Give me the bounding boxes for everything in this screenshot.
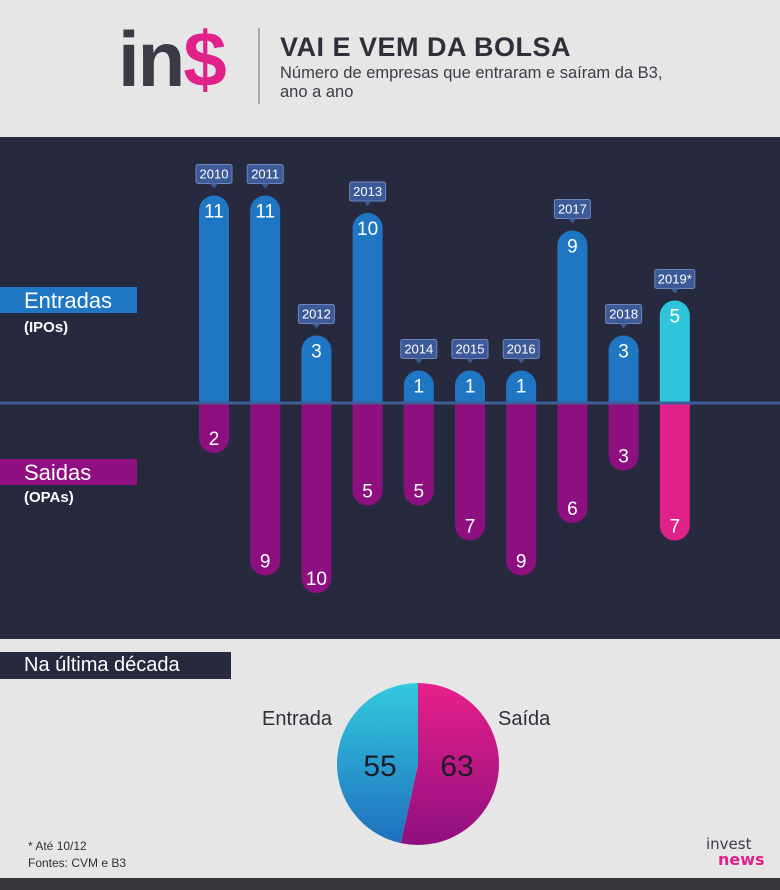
- year-tag-pointer-2018: [619, 323, 628, 329]
- bar-saidas-2016: [506, 403, 537, 576]
- footnote: * Até 10/12 Fontes: CVM e B3: [28, 838, 126, 872]
- year-tag-pointer-2013: [363, 201, 372, 206]
- header-divider: [258, 28, 260, 104]
- bar-entradas-2015: [455, 370, 485, 403]
- year-label-2017: 2017: [558, 202, 587, 217]
- bar-entradas-2017: [557, 230, 588, 403]
- pie-slice-entrada: [336, 683, 418, 844]
- bar-saidas-2019*: [659, 403, 690, 541]
- header: in$ VAI E VEM DA BOLSA Número de empresa…: [0, 0, 780, 137]
- bar-chart: 11 2 2010 11 9 2011 3 10 2012 10 5 2013 1 5 2014 1 7 2015…: [0, 164, 780, 593]
- decade-title: Na última década: [24, 654, 180, 676]
- bar-saidas-2015: [455, 403, 485, 541]
- brand-part-b: news: [718, 850, 765, 869]
- value-label-saidas-2019*: 7: [670, 517, 681, 538]
- entradas-sublabel: (IPOs): [24, 319, 69, 336]
- value-label-saidas-2012: 10: [306, 569, 327, 590]
- bar-entradas-2013: [352, 213, 383, 403]
- value-label-saidas-2018: 3: [618, 447, 629, 468]
- bar-saidas-2017: [557, 403, 588, 523]
- bar-saidas-2014: [403, 403, 434, 506]
- value-label-saidas-2015: 7: [465, 517, 476, 538]
- bar-chart-panel: 11 2 2010 11 9 2011 3 10 2012 10 5 2013 1 5 2014 1 7 2015…: [0, 137, 780, 639]
- value-label-saidas-2010: 2: [209, 429, 220, 450]
- year-label-2015: 2015: [456, 342, 485, 357]
- pie-label-saida: Saída: [498, 708, 551, 730]
- footnote-sources: Fontes: CVM e B3: [28, 856, 127, 870]
- value-label-entradas-2018: 3: [618, 342, 629, 363]
- pie-value-saida: 63: [440, 750, 473, 783]
- chart-title: VAI E VEM DA BOLSA: [280, 32, 572, 62]
- brand-part-a: invest: [706, 835, 752, 853]
- year-tag-pointer-2014: [414, 358, 423, 364]
- year-tag-pointer-2010: [210, 183, 218, 189]
- bar-entradas-2019*: [659, 300, 690, 403]
- value-label-entradas-2019*: 5: [670, 307, 681, 328]
- bar-entradas-2016: [506, 370, 537, 403]
- value-label-saidas-2017: 6: [567, 499, 578, 520]
- value-label-saidas-2014: 5: [414, 482, 425, 503]
- year-label-2013: 2013: [353, 184, 382, 199]
- bar-entradas-2012: [301, 335, 332, 403]
- year-label-2019*: 2019*: [658, 272, 692, 287]
- investnews-logo: invest news: [706, 836, 765, 868]
- year-tag-pointer-2012: [312, 323, 321, 329]
- pie-chart: 55 63: [336, 683, 499, 845]
- value-label-saidas-2016: 9: [516, 552, 527, 573]
- value-label-entradas-2010: 11: [204, 202, 224, 223]
- chart-subtitle: Número de empresas que entraram e saíram…: [280, 64, 663, 101]
- year-label-2012: 2012: [302, 307, 331, 322]
- value-label-saidas-2013: 5: [362, 482, 373, 503]
- year-label-2011: 2011: [251, 167, 279, 182]
- bar-saidas-2012: [301, 403, 332, 593]
- bar-saidas-2010: [199, 403, 229, 453]
- bottom-bar: [0, 878, 780, 890]
- value-label-entradas-2011: 11: [255, 202, 275, 223]
- value-label-entradas-2014: 1: [414, 377, 425, 398]
- value-label-entradas-2015: 1: [465, 377, 476, 398]
- saidas-label: Saidas: [0, 459, 137, 485]
- logo-part-b: $: [183, 15, 226, 103]
- saidas-label-text: Saidas: [24, 460, 92, 485]
- value-label-entradas-2017: 9: [567, 237, 578, 258]
- bar-entradas-2018: [608, 335, 639, 403]
- year-tag-pointer-2015: [466, 358, 474, 364]
- entradas-label-text: Entradas: [24, 288, 113, 313]
- pie-slice-saida: [400, 683, 499, 845]
- bar-entradas-2014: [403, 370, 434, 403]
- bar-entradas-2010: [199, 195, 229, 403]
- logo-part-a: in: [118, 15, 185, 103]
- footnote-note: * Até 10/12: [28, 839, 87, 853]
- brand-logo: in$: [118, 20, 227, 98]
- year-label-2016: 2016: [507, 342, 536, 357]
- year-label-2014: 2014: [404, 342, 433, 357]
- pie-label-entrada: Entrada: [262, 708, 333, 730]
- year-tag-pointer-2017: [568, 218, 577, 224]
- value-label-entradas-2013: 10: [357, 219, 378, 240]
- value-label-entradas-2012: 3: [311, 342, 322, 363]
- year-tag-pointer-2019*: [670, 288, 679, 294]
- year-tag-pointer-2011: [261, 183, 270, 189]
- bar-entradas-2011: [250, 195, 281, 403]
- year-tag-pointer-2016: [517, 358, 526, 364]
- bar-saidas-2013: [352, 403, 383, 506]
- bar-saidas-2018: [608, 403, 639, 471]
- value-label-saidas-2011: 9: [260, 552, 271, 573]
- decade-title-bar: Na última década: [0, 652, 231, 679]
- saidas-sublabel: (OPAs): [24, 489, 74, 506]
- entradas-label: Entradas: [0, 287, 137, 313]
- year-label-2010: 2010: [200, 167, 229, 182]
- bar-saidas-2011: [250, 403, 281, 576]
- pie-value-entrada: 55: [363, 750, 396, 783]
- value-label-entradas-2016: 1: [516, 377, 527, 398]
- year-label-2018: 2018: [609, 307, 638, 322]
